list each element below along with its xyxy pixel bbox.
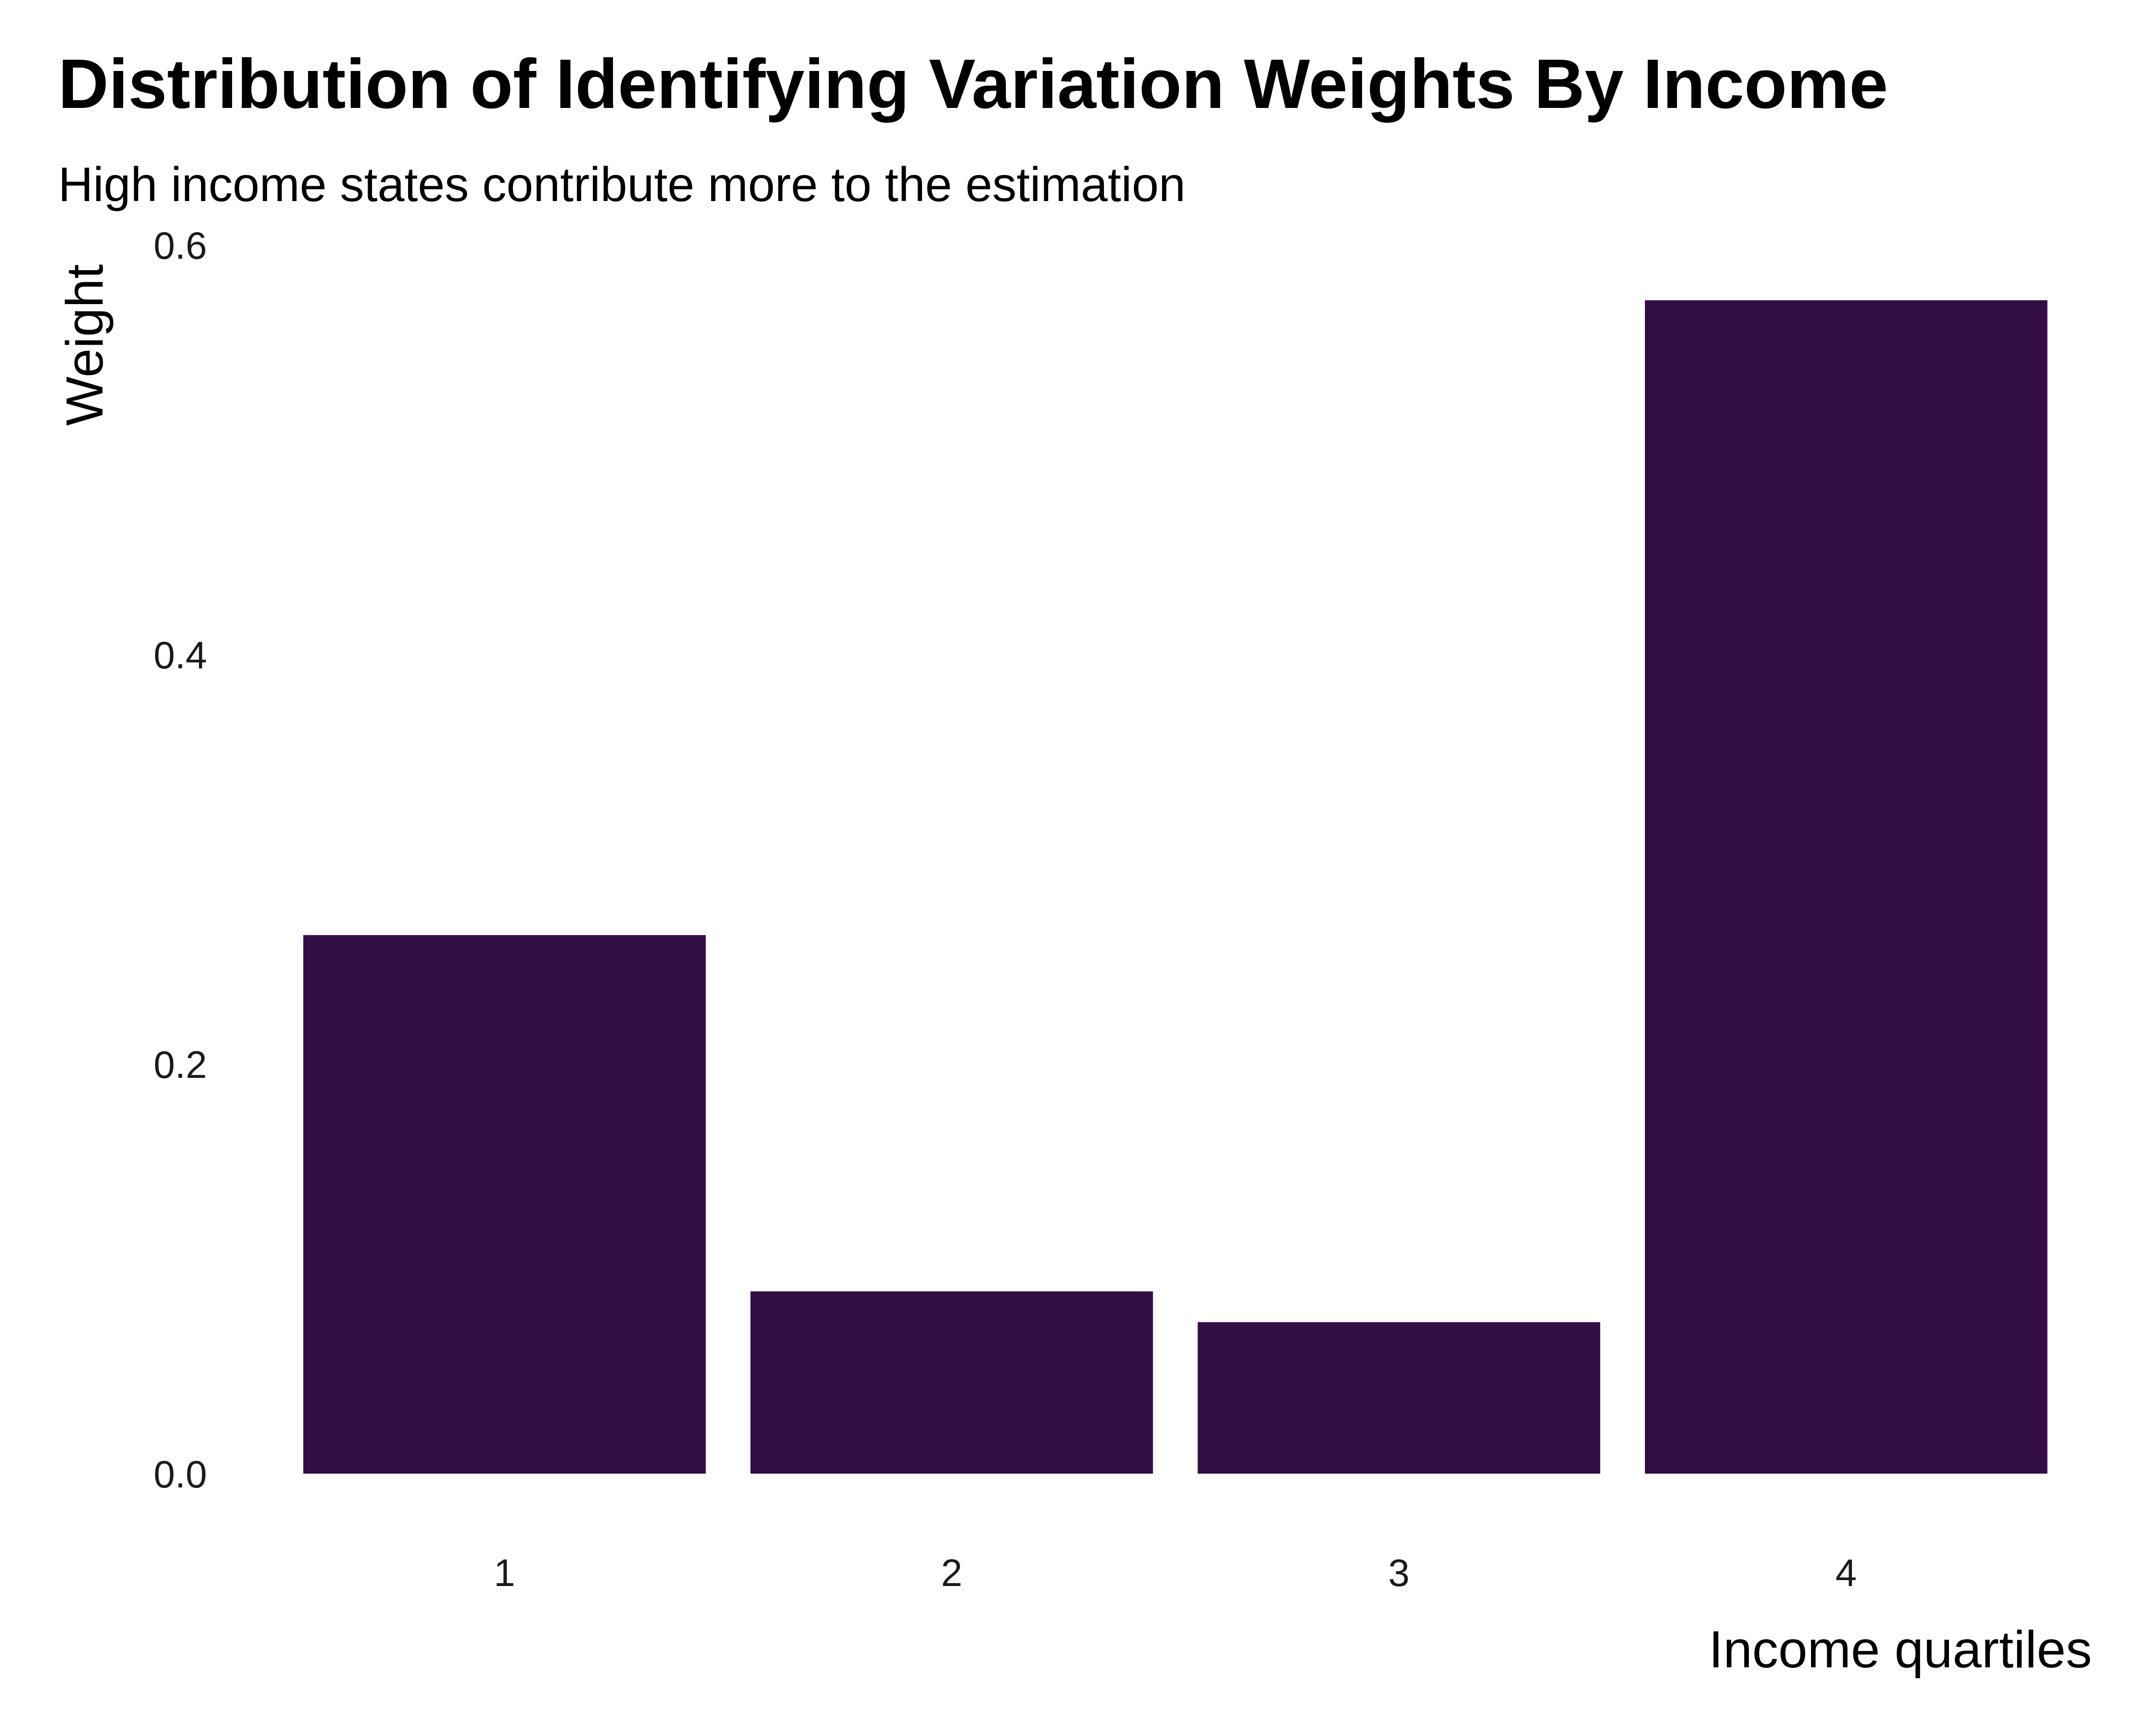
x-tick-label-2: 2 [941,1551,962,1594]
x-tick-label-4: 4 [1836,1551,1857,1594]
bar-2 [750,1291,1153,1474]
x-tick-label-1: 1 [494,1551,515,1594]
y-tick-label-2: 0.4 [154,633,207,677]
y-axis-label: Weight [56,264,114,426]
x-axis-ticks: 1 2 3 4 [494,1551,1857,1594]
bar-1 [303,935,706,1474]
y-tick-label-0: 0.0 [154,1452,207,1496]
chart-subtitle: High income states contribute more to th… [58,157,1186,211]
y-tick-label-1: 0.2 [154,1043,207,1086]
y-axis-ticks: 0.0 0.2 0.4 0.6 [154,224,207,1496]
bar-4 [1644,300,2048,1474]
bar-3 [1198,1322,1601,1474]
x-axis-label: Income quartiles [1709,1621,2092,1679]
bars-group [303,300,2048,1474]
chart-title: Distribution of Identifying Variation We… [58,45,1888,123]
y-tick-label-3: 0.6 [154,224,207,267]
x-tick-label-3: 3 [1388,1551,1409,1594]
